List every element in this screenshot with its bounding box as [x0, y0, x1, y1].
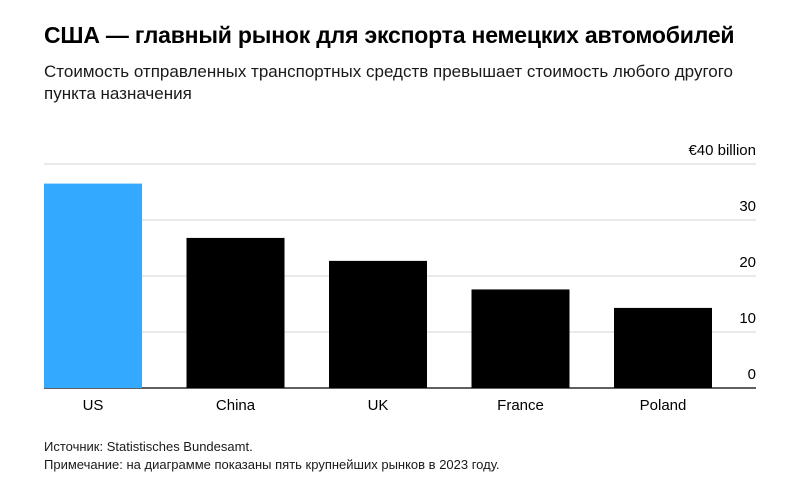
y-tick-label: 20 — [739, 254, 756, 271]
x-tick-label: China — [216, 397, 256, 414]
bars — [44, 183, 712, 388]
footnote: Примечание: на диаграмме показаны пять к… — [44, 457, 500, 472]
bar-uk — [329, 260, 427, 388]
y-tick-label: €40 billion — [688, 142, 756, 159]
source-note: Источник: Statistisches Bundesamt. — [44, 439, 253, 454]
y-tick-label: 30 — [739, 198, 756, 215]
y-tick-label: 0 — [748, 366, 756, 383]
chart-footer: Источник: Statistisches Bundesamt. Приме… — [44, 438, 500, 474]
x-axis-ticks: US China UK France Poland — [83, 397, 687, 414]
y-axis-ticks: 0 10 20 30 €40 billion — [688, 142, 756, 383]
x-tick-label: Poland — [640, 397, 687, 414]
bar-france — [471, 289, 570, 388]
bar-us — [44, 183, 142, 388]
bar-poland — [614, 307, 712, 388]
y-tick-label: 10 — [739, 310, 756, 327]
chart-subtitle: Стоимость отправленных транспортных сред… — [44, 62, 734, 103]
x-tick-label: US — [83, 397, 104, 414]
bar-china — [186, 237, 285, 388]
chart-title: США — главный рынок для экспорта немецки… — [44, 22, 735, 48]
x-tick-label: France — [497, 397, 544, 414]
x-tick-label: UK — [368, 397, 389, 414]
